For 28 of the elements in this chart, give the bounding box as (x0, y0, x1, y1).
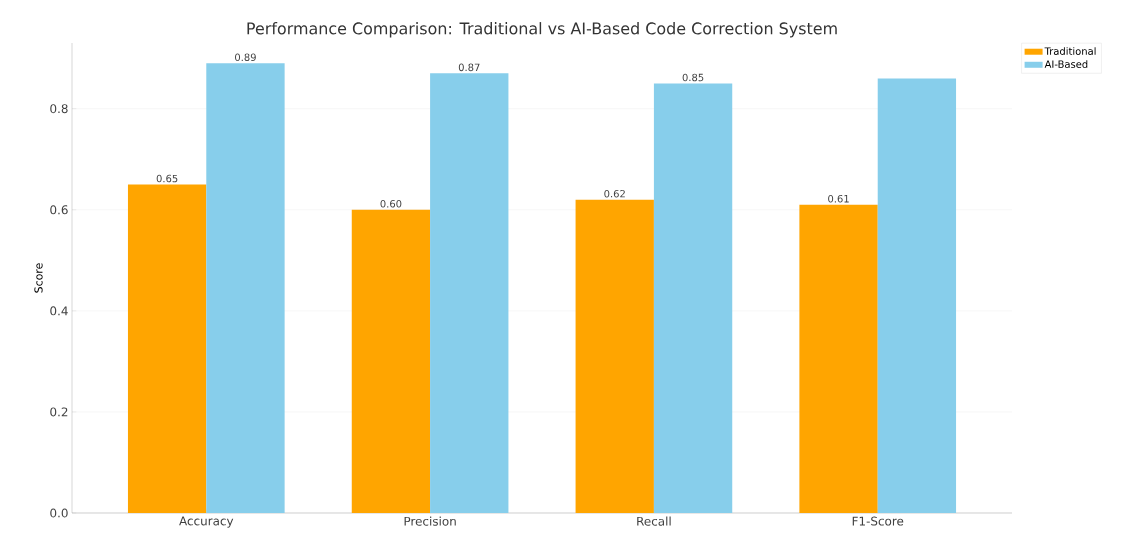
y-axis-title: Score (34, 263, 43, 293)
x-tick-label: Recall (637, 516, 671, 526)
y-tick-label: 0.6 (50, 205, 68, 215)
chart-title: Performance Comparison: Traditional vs AI-Based Code Correction System (247, 22, 837, 38)
data-label: 0.60 (380, 200, 402, 208)
data-label: 0.62 (604, 189, 625, 198)
y-tick-label: 0.2 (50, 407, 68, 417)
bar (799, 204, 878, 513)
data-label: 0.65 (156, 174, 178, 183)
bar (575, 199, 654, 513)
bar (127, 184, 207, 513)
bar (877, 78, 957, 513)
bar (430, 73, 509, 513)
x-tick-label: Precision (404, 516, 456, 526)
bar (206, 63, 285, 513)
legend-label: AI-Based (1044, 60, 1088, 68)
data-label: 0.89 (235, 53, 256, 62)
legend-label: Traditional (1044, 47, 1096, 55)
bar (653, 83, 733, 513)
x-tick-label: Accuracy (179, 516, 234, 528)
y-tick-label: 0.4 (50, 306, 68, 316)
data-label: 0.61 (828, 194, 849, 203)
x-tick-label: F1-Score (852, 516, 904, 526)
data-label: 0.85 (682, 73, 704, 82)
data-label: 0.87 (458, 63, 480, 72)
bar (351, 209, 431, 513)
y-tick-label: 0.0 (50, 508, 68, 518)
y-tick-label: 0.8 (50, 104, 68, 114)
